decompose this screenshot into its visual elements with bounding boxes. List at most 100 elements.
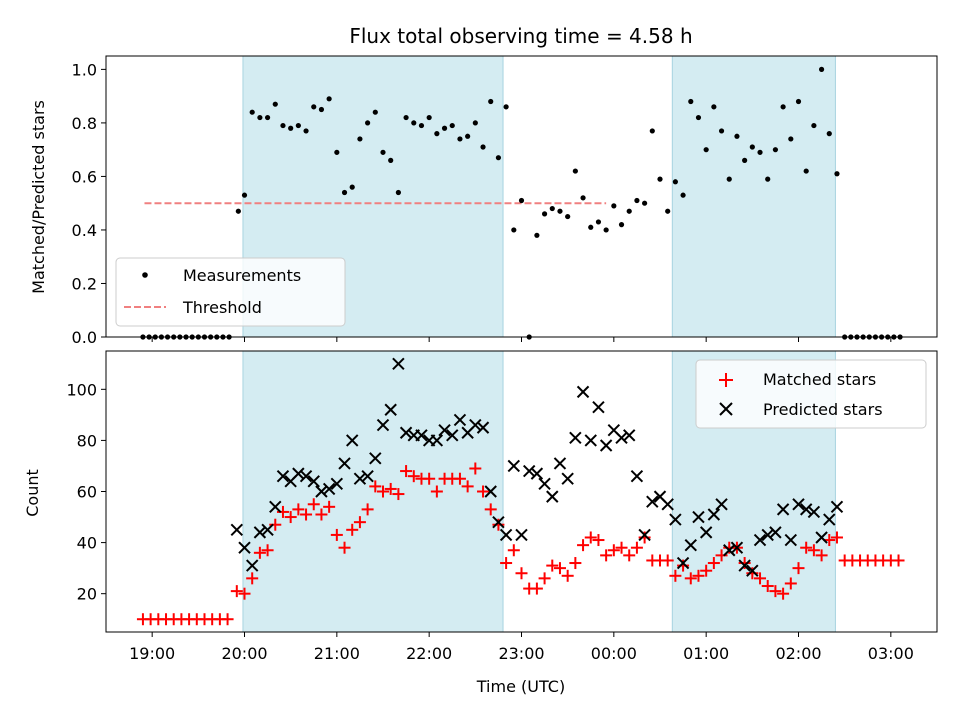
measurement-point [780, 104, 786, 110]
measurement-point [511, 227, 517, 233]
predicted-point [492, 515, 505, 529]
matched-points [136, 462, 905, 626]
predicted-point [776, 503, 790, 516]
measurement-point [395, 189, 401, 196]
measurement-point [434, 131, 440, 137]
measurement-point [272, 101, 278, 107]
legend-matched-marker [719, 373, 733, 387]
predicted-point [276, 469, 290, 483]
predicted-point [623, 429, 636, 442]
measurement-point [503, 104, 509, 110]
predicted-point [807, 505, 821, 519]
matched-point [769, 585, 782, 598]
measurement-point [634, 197, 640, 204]
matched-point [530, 582, 543, 595]
matched-point [615, 541, 628, 554]
ratio-legend-box [115, 257, 346, 327]
measurement-point [480, 144, 486, 150]
matched-point [684, 572, 697, 585]
measurement-point [742, 157, 748, 163]
predicted-point [507, 459, 521, 473]
measurement-point [341, 189, 348, 196]
legend-predicted-label: Predicted stars [763, 400, 883, 419]
matched-point [630, 541, 643, 554]
matched-point [469, 462, 482, 475]
legend-measurements-marker [142, 272, 148, 278]
measurement-point [288, 125, 294, 131]
predicted-point [638, 528, 651, 542]
measurement-point [465, 133, 471, 139]
matched-point [453, 472, 466, 485]
measurement-point [388, 157, 394, 163]
matched-point [407, 470, 420, 483]
predicted-point [723, 544, 736, 557]
measurement-point [811, 122, 817, 129]
matched-point [353, 516, 366, 529]
ratio-y-ticks: 0.0 0.2 0.4 0.6 0.8 1.0 [72, 60, 106, 347]
matched-point [507, 544, 520, 557]
predicted-point [699, 526, 713, 539]
measurement-point [334, 149, 340, 155]
predicted-point [769, 526, 782, 539]
x-tick-label: 21:00 [314, 644, 360, 663]
predicted-point [661, 498, 674, 511]
matched-point [553, 562, 566, 575]
x-tick-label: 23:00 [498, 644, 544, 663]
matched-point [746, 567, 759, 580]
y-tick-label: 40 [77, 534, 97, 553]
predicted-point [646, 495, 659, 508]
measurement-point [457, 136, 463, 142]
matched-point [761, 580, 774, 593]
predicted-point [615, 431, 628, 445]
measurement-point [718, 128, 725, 134]
matched-point [661, 554, 674, 567]
predicted-point [399, 426, 413, 439]
measurement-point [826, 131, 832, 137]
predicted-point [753, 533, 767, 547]
predicted-point [738, 559, 751, 572]
matched-point [230, 585, 243, 598]
ratio-y-axis-label: Matched/Predicted stars [29, 100, 48, 294]
predicted-point [446, 429, 459, 442]
y-tick-label: 0.6 [72, 167, 97, 186]
measurement-point [557, 208, 563, 214]
predicted-point [676, 556, 690, 570]
y-tick-label: 0.4 [72, 221, 97, 240]
matched-point [830, 531, 843, 544]
predicted-point [338, 457, 351, 470]
matched-point [807, 544, 820, 557]
matched-point [677, 559, 690, 572]
count-legend: Matched stars Predicted stars [695, 359, 927, 429]
count-y-ticks: 20 40 60 80 100 [66, 380, 106, 604]
measurement-point [411, 120, 417, 126]
measurement-point [372, 109, 378, 115]
predicted-point [669, 513, 682, 526]
measurement-point [803, 168, 809, 174]
legend-measurements-label: Measurements [183, 266, 301, 285]
matched-point [777, 587, 790, 600]
measurement-point [418, 122, 425, 129]
matched-point [561, 569, 574, 582]
matched-point [238, 587, 251, 600]
measurement-point [603, 227, 609, 233]
measurement-point [349, 184, 355, 190]
predicted-point [630, 469, 644, 483]
measurement-point [795, 98, 802, 105]
measurement-point [403, 114, 409, 121]
predicted-point [576, 385, 590, 399]
predicted-point [546, 490, 559, 503]
matched-point [638, 531, 651, 544]
measurement-point [618, 222, 625, 228]
matched-point [392, 488, 405, 501]
matched-point [300, 508, 313, 521]
y-tick-label: 0.8 [72, 114, 97, 133]
measurement-point [541, 211, 548, 217]
measurement-point [772, 147, 779, 153]
matched-point [430, 485, 443, 498]
predicted-point [469, 418, 482, 432]
measurement-point [318, 106, 325, 113]
measurement-point [711, 104, 717, 110]
predicted-point [261, 523, 274, 537]
predicted-point [384, 403, 397, 416]
matched-point [338, 541, 351, 554]
